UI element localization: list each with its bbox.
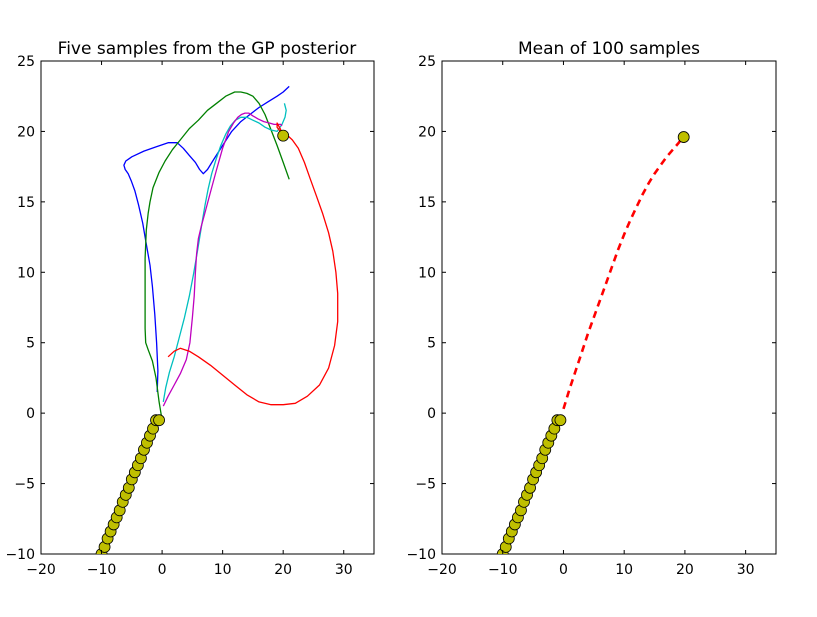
right-chart-observed-point: [554, 414, 567, 427]
right-chart-y-tick-label: 20: [418, 124, 436, 140]
right-chart-plot-area: [441, 60, 777, 555]
right-chart-target-point: [677, 131, 690, 143]
left-chart-y-tick-label: −5: [14, 477, 35, 493]
left-chart-plot-area: [40, 60, 375, 555]
left-chart-x-tick-label: −20: [26, 562, 56, 578]
left-chart-y-tick-label: 5: [26, 336, 35, 352]
right-chart-x-tick-label: −10: [488, 562, 518, 578]
left-chart-x-tick-label: 0: [158, 562, 167, 578]
right-chart-y-tick-label: −10: [406, 547, 436, 563]
left-chart-x-tick-label: 30: [335, 562, 353, 578]
left-chart-y-tick-label: 20: [17, 124, 35, 140]
left-chart-target-point: [277, 129, 290, 142]
right-chart-title: Mean of 100 samples: [518, 39, 700, 59]
right-chart-y-tick-label: −5: [415, 477, 436, 493]
right-chart-marks: [496, 131, 690, 554]
left-chart: Five samples from the GP posterior −20 −1…: [5, 39, 375, 578]
left-chart-x-tick-label: 10: [214, 562, 232, 578]
right-chart-y-tick-label: 25: [418, 54, 436, 70]
right-chart-y-tick-label: 10: [418, 265, 436, 281]
left-chart-y-tick-label: −10: [5, 547, 35, 563]
left-chart-observed-point: [153, 414, 165, 427]
left-chart-series-line-0: [123, 85, 290, 393]
left-chart-y-tick-label: 0: [26, 406, 35, 422]
left-chart-series-line-1: [144, 91, 290, 421]
right-chart-x-tick-label: 10: [615, 562, 633, 578]
left-chart-y-tick-label: 10: [17, 265, 35, 281]
left-chart-x-tick-label: −10: [87, 562, 117, 578]
right-chart-y-tick-label: 5: [427, 336, 436, 352]
right-chart-y-tick-label: 0: [427, 406, 436, 422]
right-chart: Mean of 100 samples −20 −10 0 10 20 30−10−505…: [406, 39, 777, 578]
left-chart-series-line-3: [162, 112, 283, 407]
right-chart-x-tick-label: −20: [427, 562, 457, 578]
right-chart-x-tick-label: 20: [676, 562, 694, 578]
right-chart-series-line-0: [562, 134, 685, 410]
left-chart-series-line-2: [162, 103, 287, 403]
right-chart-x-tick-label: 0: [559, 562, 568, 578]
right-chart-y-tick-label: 15: [418, 195, 436, 211]
left-chart-x-tick-label: 20: [274, 562, 292, 578]
right-chart-x-tick-label: 30: [737, 562, 755, 578]
left-chart-y-tick-label: 15: [17, 195, 35, 211]
left-chart-title: Five samples from the GP posterior: [58, 39, 357, 59]
left-chart-y-tick-label: 25: [17, 54, 35, 70]
left-chart-series-line-4: [167, 122, 339, 406]
left-chart-marks: [95, 85, 339, 554]
